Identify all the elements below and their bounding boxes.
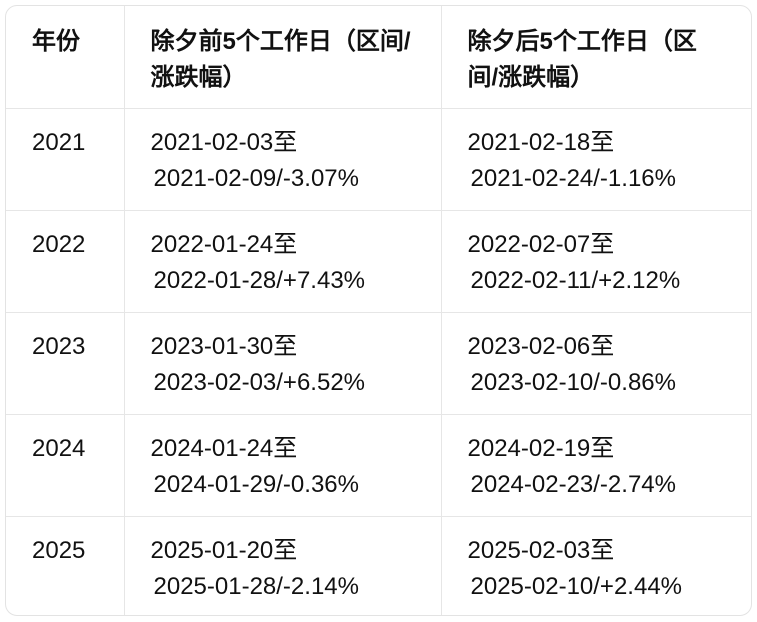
cell-line l1: 2023-01-30至 (150, 332, 298, 360)
table-cell: 2023 (6, 312, 125, 415)
table-cell: 2025-02-03至 2025-02-10/+2.44% (441, 516, 751, 615)
cell-line l2: 2022-02-11/+2.12% (470, 266, 681, 294)
cell-line l1: 2025-01-20至 (150, 536, 298, 564)
cell-line l2: 2024-02-23/-2.74% (470, 470, 676, 498)
table-row: 2022 2022-01-24至 2022-01-28/+7.43% 2022-02-… (6, 210, 751, 313)
table-cell: 2023-01-30至 2023-02-03/+6.52% (124, 312, 442, 415)
table-cell: 2023-02-06至 2023-02-10/-0.86% (441, 312, 751, 415)
cell-line l1: 2021-02-03至 (150, 128, 298, 156)
cell-line l1: 2023-02-06至 (467, 332, 615, 360)
cell-line l1: 2024-01-24至 (150, 434, 298, 462)
table-cell: 2022-02-07至 2022-02-11/+2.12% (441, 210, 751, 313)
table-cell: 2025 (6, 516, 125, 615)
table-container: 年份 除夕前5个工作日（区间/涨跌幅） 除夕后5个工作日（区间/涨跌幅） 2021 2… (5, 5, 752, 616)
header-cell: 除夕前5个工作日（区间/涨跌幅） (124, 6, 442, 109)
table-row: 2023 2023-01-30至 2023-02-03/+6.52% 2023-02-… (6, 312, 751, 415)
cell-line l2: 2024-01-29/-0.36% (153, 470, 359, 498)
table-row: 2024 2024-01-24至 2024-01-29/-0.36% 2024-02-… (6, 414, 751, 517)
header-cell: 年份 (6, 6, 125, 109)
table-cell: 2024-02-19至 2024-02-23/-2.74% (441, 414, 751, 517)
table-row: 2025 2025-01-20至 2025-01-28/-2.14% 2025-02-… (6, 516, 751, 615)
table: 年份 除夕前5个工作日（区间/涨跌幅） 除夕后5个工作日（区间/涨跌幅） 2021 2… (6, 6, 751, 615)
table-cell: 2025-01-20至 2025-01-28/-2.14% (124, 516, 442, 615)
table-cell: 2022 (6, 210, 125, 313)
cell-line l2: 2021-02-24/-1.16% (470, 164, 676, 192)
cell-line l1: 2021-02-18至 (467, 128, 615, 156)
cell-line l2: 2023-02-03/+6.52% (153, 368, 366, 396)
cell-line l1: 2022-01-24至 (150, 230, 298, 258)
cell-line l1: 2024-02-19至 (467, 434, 615, 462)
cell-line l2: 2021-02-09/-3.07% (153, 164, 359, 192)
table-cell: 2021-02-18至 2021-02-24/-1.16% (441, 108, 751, 211)
table-cell: 2021-02-03至 2021-02-09/-3.07% (124, 108, 442, 211)
table-cell: 2024-01-24至 2024-01-29/-0.36% (124, 414, 442, 517)
cell-line l1: 2022-02-07至 (467, 230, 615, 258)
table-cell: 2024 (6, 414, 125, 517)
header-cell: 除夕后5个工作日（区间/涨跌幅） (441, 6, 751, 109)
cell-line l2: 2025-02-10/+2.44% (470, 572, 683, 600)
table-cell: 2022-01-24至 2022-01-28/+7.43% (124, 210, 442, 313)
cell-line l2: 2022-01-28/+7.43% (153, 266, 366, 294)
table-cell: 2021 (6, 108, 125, 211)
header-row: 年份 除夕前5个工作日（区间/涨跌幅） 除夕后5个工作日（区间/涨跌幅） (6, 6, 751, 109)
cell-line l2: 2025-01-28/-2.14% (153, 572, 359, 600)
cell-line l2: 2023-02-10/-0.86% (470, 368, 676, 396)
cell-line l1: 2025-02-03至 (467, 536, 615, 564)
table-row: 2021 2021-02-03至 2021-02-09/-3.07% 2021-02-… (6, 108, 751, 211)
